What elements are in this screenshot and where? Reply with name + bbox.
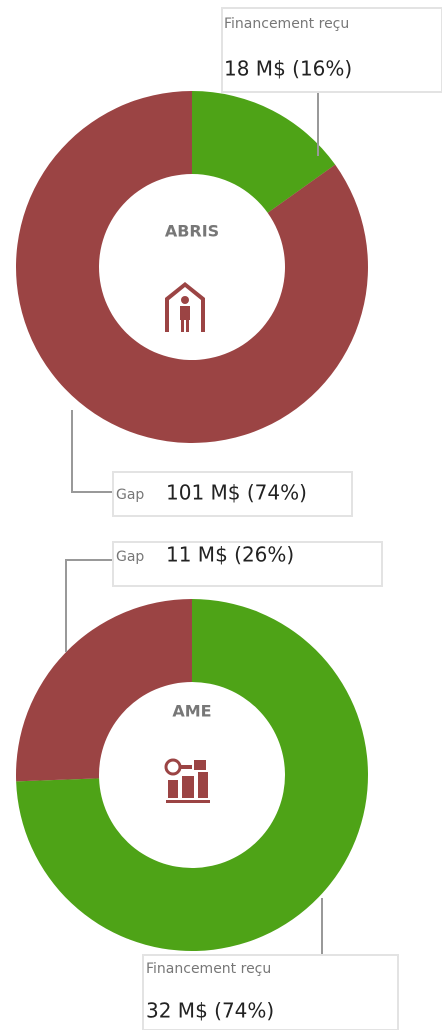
slice-name: Financement reçu <box>146 961 271 977</box>
label-box <box>112 471 353 517</box>
donut-slice <box>16 91 368 444</box>
shelter-icon <box>165 282 205 332</box>
slice-value: 18 M$ (16%) <box>224 57 352 81</box>
slice-name: Gap <box>116 549 144 565</box>
chart-title: ABRIS <box>165 222 219 241</box>
slice-label: Financement reçu 32 M$ (74%) <box>142 898 399 1030</box>
slice-name: Financement reçu <box>224 16 349 32</box>
slice-label: Financement reçu 18 M$ (16%) <box>221 7 442 156</box>
leader-line <box>71 410 113 493</box>
donut-slice <box>16 599 192 782</box>
slice-value: 101 M$ (74%) <box>166 481 307 505</box>
leader-line <box>65 559 113 652</box>
label-box <box>221 7 442 93</box>
slice-value: 11 M$ (26%) <box>166 543 294 567</box>
slice-label: Gap 11 M$ (26%) <box>65 541 383 652</box>
chart-title: AME <box>172 702 211 721</box>
slice-value: 32 M$ (74%) <box>146 999 274 1023</box>
slice-name: Gap <box>116 487 144 503</box>
label-box <box>112 541 383 587</box>
donut-slice <box>16 599 369 951</box>
donut-slice <box>192 91 336 213</box>
items-icon <box>164 758 210 803</box>
slice-label: Gap 101 M$ (74%) <box>71 410 353 517</box>
label-box <box>142 954 399 1030</box>
